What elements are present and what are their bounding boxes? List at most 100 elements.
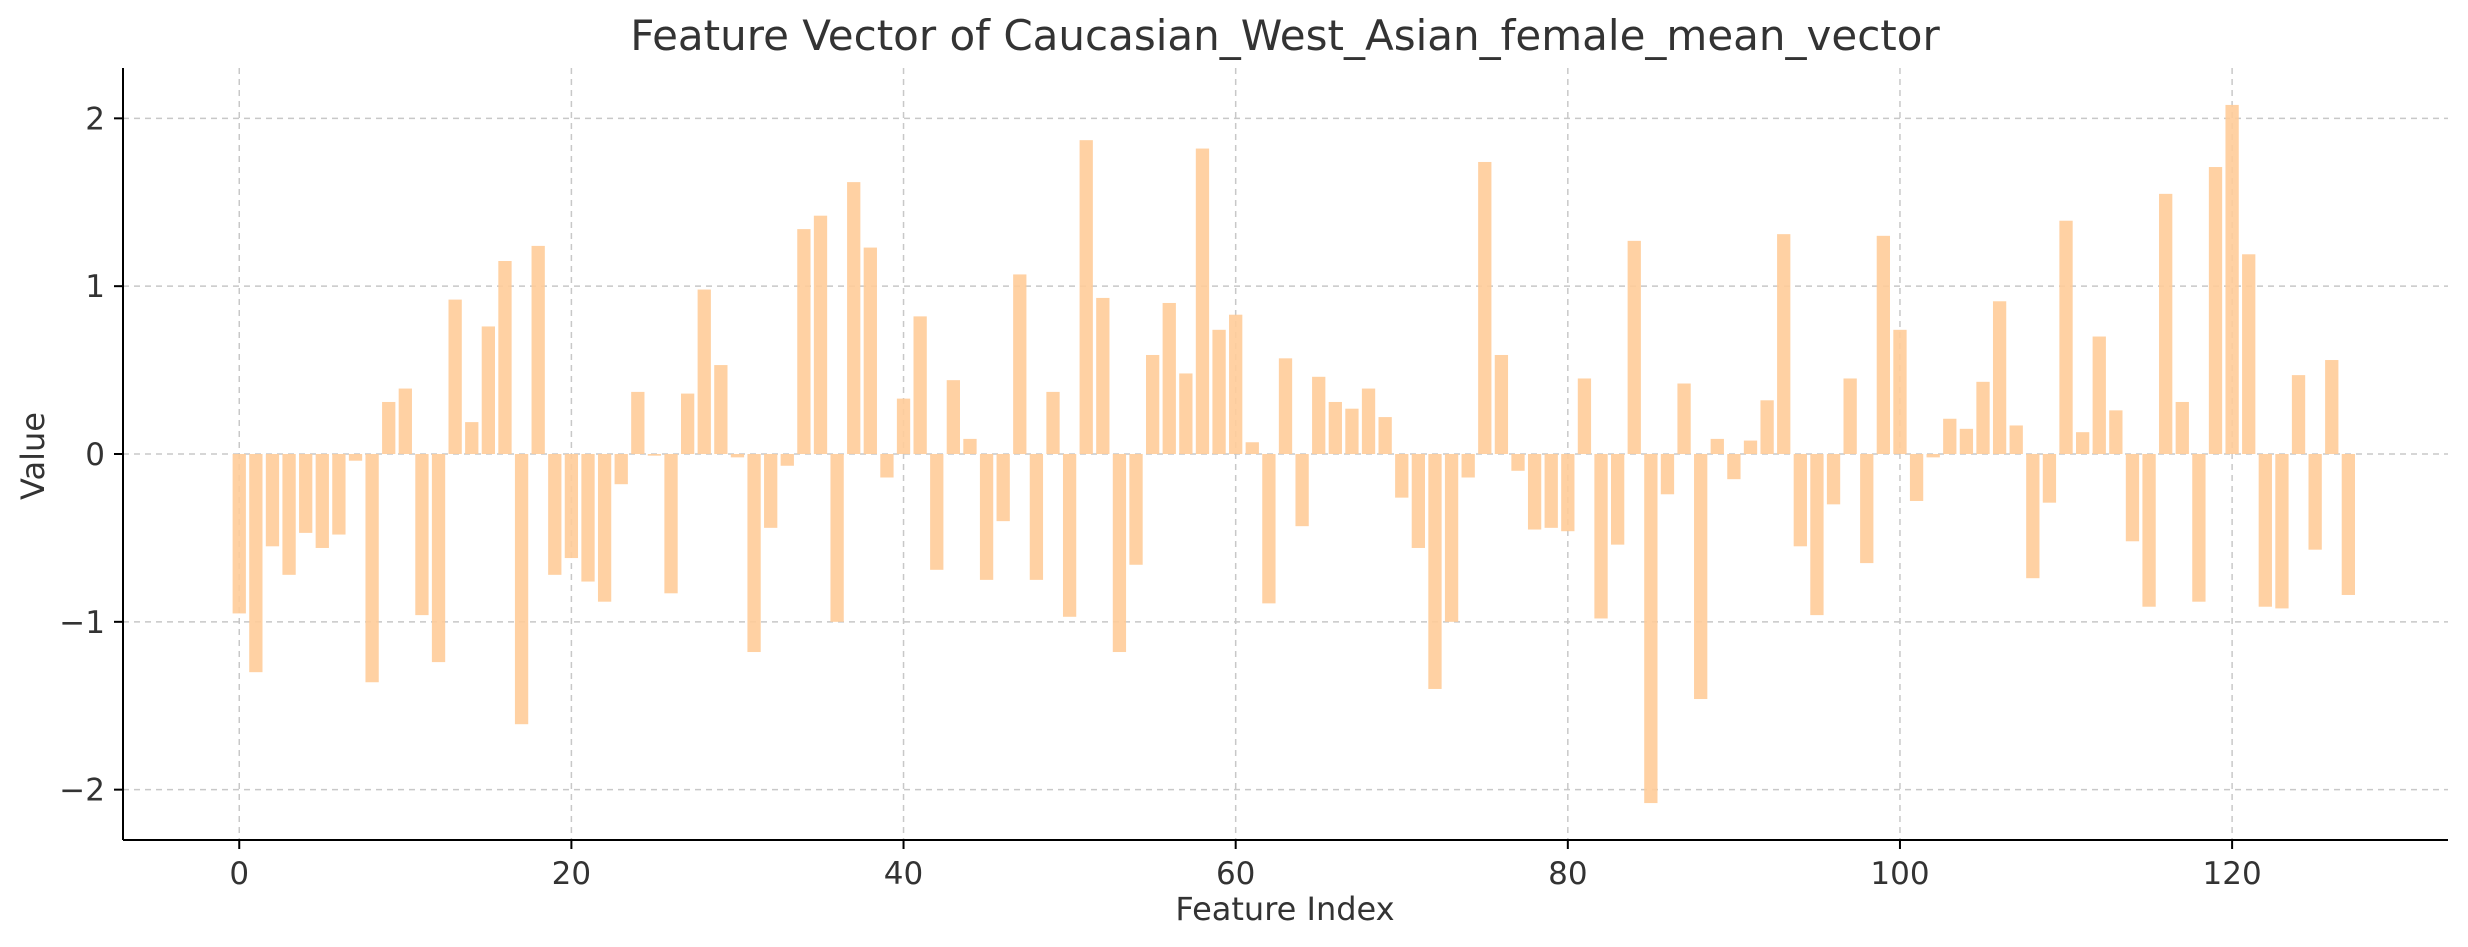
y-tick-label: 2 [85, 101, 105, 137]
bar-47 [1013, 274, 1027, 454]
bar-120 [2225, 104, 2239, 455]
y-tick-label: −2 [59, 773, 105, 809]
bar-111 [2076, 432, 2090, 454]
bar-106 [1992, 301, 2007, 454]
bar-88 [1694, 454, 1708, 700]
y-axis-label: Value [14, 412, 52, 500]
bar-125 [2308, 454, 2322, 550]
bar-23 [614, 454, 628, 485]
bar-98 [1860, 454, 1874, 564]
bar-74 [1461, 454, 1475, 478]
bar-127 [2341, 454, 2355, 595]
bar-43 [946, 380, 960, 454]
bar-103 [1943, 418, 1957, 454]
bar-31 [747, 454, 761, 653]
x-tick-label: 120 [2203, 856, 2262, 892]
x-axis-label: Feature Index [1175, 890, 1394, 928]
bar-4 [299, 454, 313, 533]
bar-86 [1660, 454, 1675, 495]
bar-46 [996, 454, 1010, 522]
bar-96 [1826, 454, 1841, 505]
bar-11 [415, 454, 429, 616]
y-tick-label: 1 [85, 269, 105, 305]
bar-53 [1112, 454, 1127, 653]
chart-title: Feature Vector of Caucasian_West_Asian_f… [630, 11, 1940, 60]
bar-61 [1245, 442, 1259, 454]
bar-72 [1428, 454, 1442, 689]
x-tick-label: 80 [1548, 856, 1587, 892]
bar-82 [1594, 454, 1608, 619]
bar-59 [1212, 329, 1226, 454]
bar-30 [730, 454, 745, 458]
bar-15 [481, 326, 495, 454]
bar-69 [1378, 417, 1392, 454]
bar-13 [448, 299, 462, 454]
bar-87 [1677, 383, 1691, 454]
bar-35 [813, 215, 828, 454]
bar-37 [847, 182, 861, 454]
bar-42 [930, 454, 944, 570]
bar-91 [1743, 440, 1758, 454]
bar-50 [1062, 454, 1077, 617]
bar-45 [979, 454, 994, 580]
bar-39 [880, 454, 894, 478]
bar-94 [1793, 454, 1807, 547]
bar-54 [1129, 454, 1143, 565]
bar-71 [1411, 454, 1425, 548]
bar-85 [1644, 454, 1658, 804]
bar-109 [2042, 454, 2057, 503]
x-tick-label: 100 [1870, 856, 1929, 892]
y-tick-label: 0 [85, 437, 105, 473]
bar-116 [2159, 193, 2173, 454]
bar-7 [348, 454, 363, 461]
bar-22 [597, 454, 612, 602]
bar-18 [531, 245, 545, 454]
bar-33 [780, 454, 794, 466]
bar-1 [249, 454, 263, 673]
bar-102 [1926, 454, 1940, 458]
bar-83 [1611, 454, 1625, 545]
bar-117 [2175, 401, 2189, 454]
bar-84 [1627, 240, 1641, 454]
bar-60 [1229, 314, 1243, 454]
bar-27 [681, 393, 695, 454]
bar-3 [282, 454, 296, 575]
bar-19 [548, 454, 562, 575]
bar-118 [2192, 454, 2206, 602]
bar-17 [514, 454, 529, 725]
x-tick-label: 40 [884, 856, 923, 892]
bar-122 [2258, 454, 2272, 607]
bar-104 [1959, 428, 1974, 454]
bar-80 [1561, 454, 1575, 532]
bar-92 [1760, 400, 1774, 454]
bar-55 [1146, 354, 1160, 454]
bar-100 [1893, 329, 1907, 454]
bar-28 [697, 289, 711, 454]
bar-97 [1843, 378, 1857, 454]
bar-105 [1976, 381, 1990, 454]
bar-29 [714, 365, 728, 454]
bar-6 [332, 454, 346, 535]
bar-36 [830, 454, 844, 622]
bar-44 [963, 438, 977, 454]
bar-57 [1179, 373, 1193, 454]
bars [232, 104, 2355, 804]
bar-64 [1295, 454, 1309, 527]
bar-114 [2125, 454, 2140, 542]
bar-38 [863, 247, 877, 454]
bar-75 [1478, 161, 1492, 455]
bar-65 [1312, 376, 1326, 454]
bar-8 [365, 454, 379, 683]
bar-126 [2325, 360, 2339, 454]
bar-90 [1727, 454, 1741, 480]
bar-124 [2291, 375, 2306, 454]
bar-25 [647, 454, 662, 456]
bar-76 [1494, 354, 1509, 454]
bar-110 [2059, 220, 2073, 454]
bar-49 [1046, 391, 1060, 454]
bar-26 [664, 454, 678, 594]
bar-78 [1527, 454, 1542, 530]
bar-63 [1278, 358, 1293, 454]
bar-73 [1444, 454, 1459, 622]
bar-123 [2275, 454, 2289, 609]
